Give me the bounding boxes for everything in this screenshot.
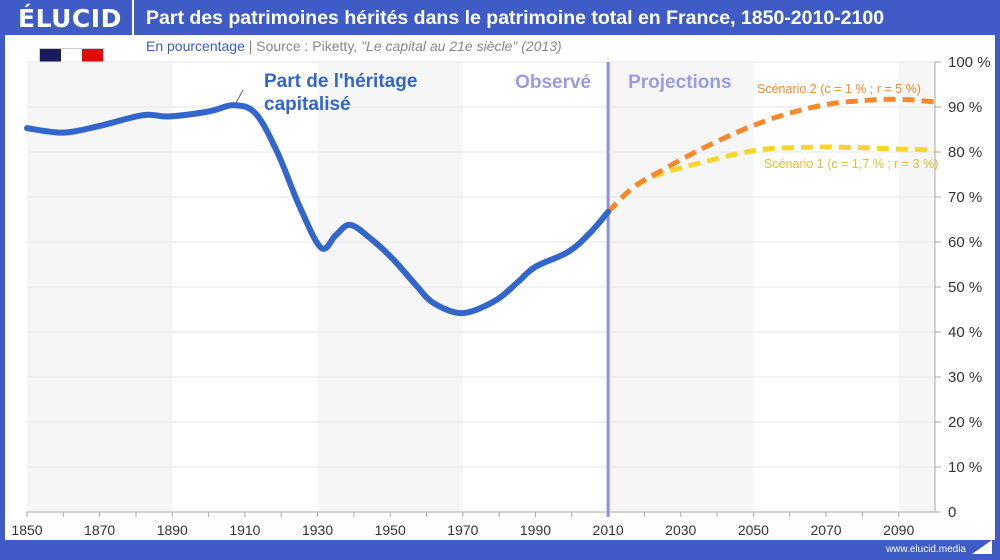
y-tick-label: 20 %: [948, 414, 982, 431]
y-tick-label: 70 %: [948, 189, 982, 206]
x-tick-label: 2050: [738, 522, 769, 538]
source-prefix: Source : Piketty,: [256, 38, 362, 54]
y-tick-label: 50 %: [948, 279, 982, 296]
x-tick-label: 1870: [84, 522, 115, 538]
series-line-heritage: [24, 102, 612, 317]
label-leader-line: [235, 89, 244, 104]
y-tick-label: 60 %: [948, 234, 982, 251]
series-label-scenario-2: Scénario 2 (c = 1 % ; r = 5 %): [757, 82, 921, 96]
x-tick-label: 1970: [447, 522, 478, 538]
unit-label: En pourcentage: [146, 38, 245, 54]
x-tick-label: 1930: [302, 522, 333, 538]
y-tick-label: 90 %: [948, 99, 982, 116]
subtitle-separator: |: [248, 38, 253, 54]
y-tick-label: 0: [948, 504, 956, 521]
x-tick-label: 2030: [665, 522, 696, 538]
header-divider: [132, 0, 134, 35]
x-tick-label: 1890: [157, 522, 188, 538]
series-line-scenario-2: [606, 96, 936, 214]
chart-subtitle: En pourcentage | Source : Piketty, "Le c…: [146, 38, 562, 54]
x-tick-label: 1950: [375, 522, 406, 538]
y-tick-label: 80 %: [948, 144, 982, 161]
series-label-heritage-line1: Part de l'héritage: [264, 71, 417, 92]
x-tick-label: 1850: [11, 522, 42, 538]
series-label-heritage-line2: capitalisé: [264, 94, 351, 115]
x-tick-label: 1910: [229, 522, 260, 538]
chart-title: Part des patrimoines hérités dans le pat…: [146, 7, 885, 29]
footer-url[interactable]: www.elucid.media: [885, 544, 966, 555]
x-tick-label: 1990: [520, 522, 551, 538]
y-tick-label: 10 %: [948, 459, 982, 476]
x-tick-label: 2010: [593, 522, 624, 538]
x-tick-label: 2070: [810, 522, 841, 538]
y-tick-label: 40 %: [948, 324, 982, 341]
x-tick-label: 2090: [883, 522, 914, 538]
source-work: "Le capital au 21e siècle" (2013): [361, 38, 562, 54]
projections-label: Projections: [628, 72, 731, 93]
elucid-logo: ÉLUCID: [18, 4, 122, 33]
corner-logo-icon: [972, 540, 992, 554]
observed-label: Observé: [515, 72, 591, 93]
series-label-scenario-1: Scénario 1 (c = 1,7 % ; r = 3 %): [764, 157, 938, 171]
y-tick-label: 100 %: [948, 54, 991, 71]
y-tick-label: 30 %: [948, 369, 982, 386]
